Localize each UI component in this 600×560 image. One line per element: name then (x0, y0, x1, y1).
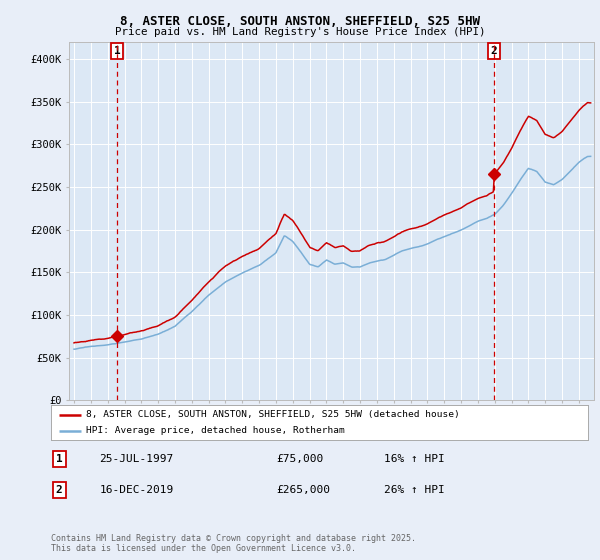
Text: 8, ASTER CLOSE, SOUTH ANSTON, SHEFFIELD, S25 5HW: 8, ASTER CLOSE, SOUTH ANSTON, SHEFFIELD,… (120, 15, 480, 28)
Text: Contains HM Land Registry data © Crown copyright and database right 2025.
This d: Contains HM Land Registry data © Crown c… (51, 534, 416, 553)
Text: 1: 1 (114, 46, 121, 56)
Text: 16% ↑ HPI: 16% ↑ HPI (384, 454, 445, 464)
Text: 2: 2 (56, 485, 62, 495)
Text: £265,000: £265,000 (277, 485, 331, 495)
Text: £75,000: £75,000 (277, 454, 324, 464)
Text: HPI: Average price, detached house, Rotherham: HPI: Average price, detached house, Roth… (86, 426, 344, 435)
Text: 8, ASTER CLOSE, SOUTH ANSTON, SHEFFIELD, S25 5HW (detached house): 8, ASTER CLOSE, SOUTH ANSTON, SHEFFIELD,… (86, 410, 460, 419)
Text: 1: 1 (56, 454, 62, 464)
Text: 25-JUL-1997: 25-JUL-1997 (100, 454, 173, 464)
Text: 26% ↑ HPI: 26% ↑ HPI (384, 485, 445, 495)
Text: Price paid vs. HM Land Registry's House Price Index (HPI): Price paid vs. HM Land Registry's House … (115, 27, 485, 38)
Text: 2: 2 (491, 46, 497, 56)
Text: 16-DEC-2019: 16-DEC-2019 (100, 485, 173, 495)
